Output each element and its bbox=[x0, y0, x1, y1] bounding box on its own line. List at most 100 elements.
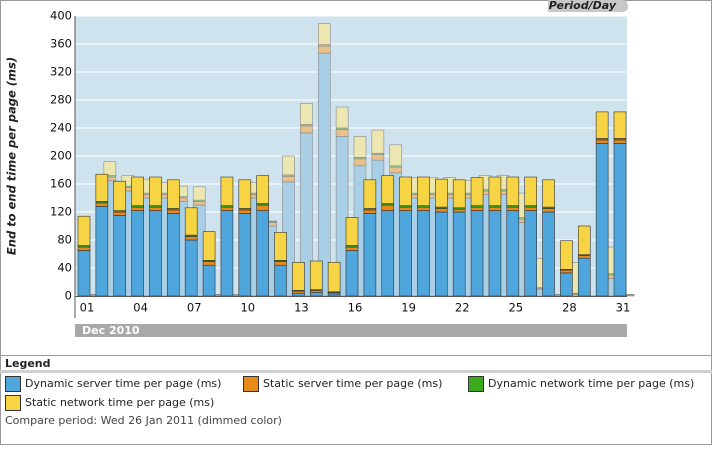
bar bbox=[417, 206, 430, 211]
compare-bar bbox=[282, 155, 295, 176]
bar bbox=[381, 204, 395, 211]
bar bbox=[256, 210, 269, 297]
x-tick-label: 07 bbox=[187, 301, 202, 315]
bar bbox=[524, 176, 537, 207]
compare-bar bbox=[300, 103, 313, 125]
bar bbox=[131, 210, 144, 297]
y-tick-label: 240 bbox=[50, 121, 72, 135]
bar bbox=[95, 202, 109, 207]
y-tick-label: 200 bbox=[50, 149, 72, 163]
bar bbox=[149, 206, 162, 211]
bar bbox=[184, 239, 198, 297]
compare-label: Compare period: Wed 26 Jan 2011 (dimmed … bbox=[5, 414, 282, 427]
x-tick-label: 04 bbox=[133, 301, 148, 315]
period-label: Dec 2010 bbox=[82, 324, 140, 337]
bar bbox=[399, 176, 412, 207]
header-tab bbox=[548, 0, 628, 12]
bar bbox=[506, 206, 520, 211]
bar bbox=[184, 207, 198, 236]
bar bbox=[202, 264, 216, 297]
bar bbox=[363, 209, 377, 214]
compare-bar bbox=[353, 136, 367, 158]
bar bbox=[274, 264, 287, 297]
bar bbox=[363, 179, 377, 209]
bar bbox=[435, 208, 448, 213]
legend-rule bbox=[0, 370, 712, 373]
bar bbox=[542, 179, 555, 208]
bar bbox=[131, 206, 144, 211]
legend-label: Dynamic server time per page (ms) bbox=[25, 377, 221, 390]
compare-bar bbox=[335, 106, 349, 129]
bar bbox=[613, 143, 627, 297]
compare-bar bbox=[371, 129, 385, 154]
y-tick-label: 80 bbox=[57, 233, 72, 247]
legend-swatch bbox=[468, 376, 484, 392]
bar bbox=[577, 257, 591, 297]
bar bbox=[202, 261, 216, 266]
y-tick-label: 320 bbox=[50, 65, 72, 79]
bar bbox=[220, 206, 234, 211]
compare-bar bbox=[389, 166, 403, 174]
legend-label: Static network time per page (ms) bbox=[25, 396, 214, 409]
bar bbox=[595, 111, 609, 139]
legend-swatch bbox=[5, 395, 21, 411]
bar bbox=[95, 173, 109, 202]
x-tick-label: 19 bbox=[401, 301, 416, 315]
bar bbox=[202, 231, 216, 261]
bar bbox=[506, 210, 520, 297]
y-axis-title: End to end time per page (ms) bbox=[5, 57, 19, 255]
bar bbox=[77, 215, 91, 246]
bar bbox=[524, 210, 537, 297]
bar bbox=[381, 175, 395, 204]
y-tick-label: 400 bbox=[50, 9, 72, 23]
compare-bar bbox=[317, 52, 331, 297]
bar bbox=[184, 236, 198, 241]
bar bbox=[77, 246, 91, 251]
compare-bar bbox=[317, 23, 331, 46]
bar bbox=[77, 250, 91, 297]
bar bbox=[435, 211, 448, 297]
bar bbox=[595, 143, 609, 297]
bar bbox=[167, 213, 180, 297]
bar bbox=[542, 208, 555, 213]
bar bbox=[488, 210, 502, 297]
bar bbox=[470, 210, 484, 297]
bar bbox=[256, 175, 269, 204]
bar bbox=[327, 262, 341, 293]
bar bbox=[417, 210, 430, 297]
bar bbox=[309, 260, 323, 291]
x-tick-label: 25 bbox=[508, 301, 523, 315]
bar bbox=[238, 213, 252, 297]
bar bbox=[560, 269, 573, 274]
bar bbox=[167, 209, 180, 214]
bar bbox=[613, 139, 627, 144]
bar bbox=[113, 211, 127, 216]
bar bbox=[452, 208, 466, 213]
x-tick-label: 13 bbox=[294, 301, 309, 315]
bar bbox=[220, 176, 234, 207]
bar bbox=[470, 177, 484, 206]
x-tick-label: 31 bbox=[616, 301, 631, 315]
bar bbox=[345, 246, 359, 251]
bar bbox=[524, 206, 537, 211]
legend-swatch bbox=[243, 376, 259, 392]
bar bbox=[613, 111, 627, 139]
compare-bar bbox=[192, 186, 206, 201]
header: Period/Day bbox=[549, 0, 617, 12]
y-tick-label: 360 bbox=[50, 37, 72, 51]
bar bbox=[488, 206, 502, 211]
x-tick-label: 10 bbox=[240, 301, 255, 315]
bar bbox=[292, 290, 305, 294]
legend-swatch bbox=[5, 376, 21, 392]
bar bbox=[309, 290, 323, 293]
bar bbox=[113, 215, 127, 297]
bar bbox=[435, 178, 448, 208]
period-bar bbox=[75, 324, 627, 337]
bar bbox=[238, 179, 252, 209]
bar bbox=[256, 204, 269, 211]
bar bbox=[345, 217, 359, 246]
legend-label: Static server time per page (ms) bbox=[263, 377, 442, 390]
bar bbox=[292, 292, 305, 297]
y-tick-label: 160 bbox=[50, 177, 72, 191]
